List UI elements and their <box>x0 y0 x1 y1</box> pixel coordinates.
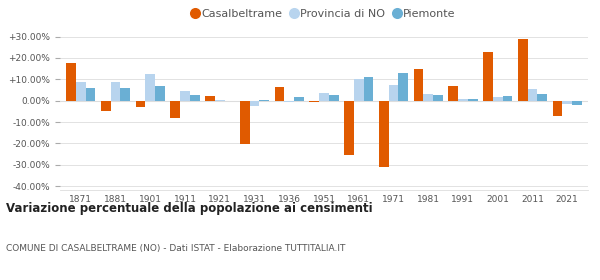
Bar <box>180 91 190 101</box>
Bar <box>562 101 572 104</box>
Bar <box>448 86 458 101</box>
Bar <box>433 95 443 101</box>
Bar <box>389 85 398 101</box>
Bar <box>284 101 294 102</box>
Bar <box>344 101 354 155</box>
Text: Variazione percentuale della popolazione ai censimenti: Variazione percentuale della popolazione… <box>6 202 373 214</box>
Bar <box>86 88 95 101</box>
Bar <box>468 99 478 101</box>
Bar <box>170 101 180 118</box>
Legend: Casalbeltrame, Provincia di NO, Piemonte: Casalbeltrame, Provincia di NO, Piemonte <box>193 9 455 19</box>
Bar <box>250 101 259 106</box>
Bar <box>483 52 493 101</box>
Bar <box>527 89 537 101</box>
Bar <box>205 96 215 101</box>
Bar <box>145 74 155 101</box>
Bar <box>537 94 547 101</box>
Bar <box>66 63 76 101</box>
Bar <box>354 79 364 101</box>
Bar <box>398 73 408 101</box>
Bar <box>111 83 121 101</box>
Bar <box>240 101 250 144</box>
Bar <box>155 86 165 101</box>
Bar <box>379 101 389 167</box>
Bar <box>294 97 304 101</box>
Bar <box>503 96 512 101</box>
Bar <box>364 77 373 101</box>
Bar <box>136 101 145 107</box>
Bar <box>413 69 424 101</box>
Bar <box>493 97 503 101</box>
Bar <box>121 88 130 101</box>
Bar <box>275 87 284 101</box>
Bar <box>101 101 111 111</box>
Bar <box>215 100 224 101</box>
Bar <box>518 39 527 101</box>
Bar <box>259 100 269 101</box>
Bar <box>76 83 86 101</box>
Bar <box>190 95 200 101</box>
Bar <box>572 101 582 105</box>
Bar <box>319 93 329 101</box>
Bar <box>310 101 319 102</box>
Text: COMUNE DI CASALBELTRAME (NO) - Dati ISTAT - Elaborazione TUTTITALIA.IT: COMUNE DI CASALBELTRAME (NO) - Dati ISTA… <box>6 244 346 253</box>
Bar <box>458 99 468 101</box>
Bar <box>424 94 433 101</box>
Bar <box>553 101 562 116</box>
Bar <box>329 95 338 101</box>
